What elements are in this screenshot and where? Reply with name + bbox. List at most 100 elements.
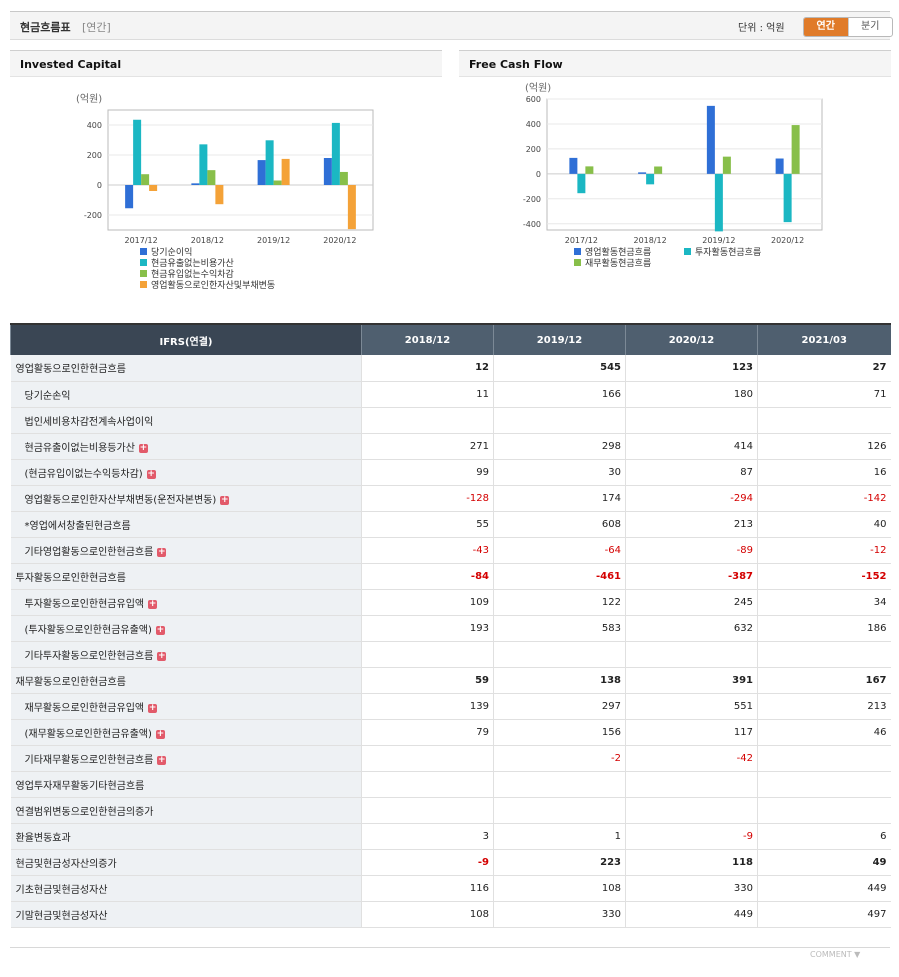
row-label-text: 기말현금및현금성자산 (15, 910, 108, 922)
cell-value: 87 (625, 459, 758, 486)
y-tick-label: 0 (97, 181, 102, 190)
row-label: 재무활동으로인한현금유입액 + (10, 693, 362, 720)
legend-label: 당기순이익 (151, 246, 192, 258)
expand-plus-icon[interactable]: + (155, 728, 165, 739)
comment-toggle[interactable]: COMMENT ▼ (810, 950, 861, 959)
cell-value: 11 (361, 381, 494, 408)
cell-value: 1 (493, 823, 626, 850)
table-row: 기초현금및현금성자산 116 108 330 449 (10, 875, 891, 902)
row-label: 법인세비용차감전계속사업이익 (10, 407, 362, 434)
cell-value: 186 (757, 615, 891, 642)
expand-plus-icon[interactable]: + (157, 650, 167, 661)
cell-value: 109 (361, 589, 494, 616)
cell-value: 116 (361, 875, 494, 902)
table-row: 연결범위변동으로인한현금의증가 (10, 797, 891, 824)
cell-value: 551 (625, 693, 758, 720)
row-label: *영업에서창출된현금흐름 (10, 511, 362, 538)
x-tick-label: 2017/12 (125, 236, 158, 245)
table-row: (현금유입이없는수익등차감) +99 30 87 16 (10, 459, 891, 486)
cell-value (625, 771, 758, 798)
y-tick-label: 200 (526, 145, 541, 154)
cell-value: 99 (361, 459, 494, 486)
cell-value (493, 407, 626, 434)
bar (331, 122, 340, 185)
table-row: 영업활동으로인한자산부채변동(운전자본변동) + -128 174 -294 -142 (10, 485, 891, 512)
y-tick-label: 600 (526, 95, 541, 104)
cell-value: -461 (493, 563, 626, 590)
table-row: 투자활동으로인한현금유입액 +109 122 245 34 (10, 589, 891, 616)
legend-swatch (574, 248, 581, 255)
expand-plus-icon[interactable]: + (157, 754, 167, 765)
column-header: 2020/12 (625, 323, 758, 355)
cell-value (757, 745, 891, 772)
row-label: 기타투자활동으로인한현금흐름 + (10, 641, 362, 668)
y-tick-label: -200 (523, 195, 541, 204)
annual-tab[interactable]: 연간 (804, 18, 848, 36)
bar (339, 171, 348, 185)
cell-value: -42 (625, 745, 758, 772)
cell-value: 298 (493, 433, 626, 460)
row-label-text: 기초현금및현금성자산 (15, 884, 108, 896)
expand-plus-icon[interactable]: + (146, 468, 156, 479)
cell-value: 12 (361, 355, 494, 382)
bar (722, 156, 731, 174)
table-row: 영업활동으로인한현금흐름 12 545 123 27 (10, 355, 891, 382)
cell-value: 16 (757, 459, 891, 486)
x-tick-label: 2018/12 (634, 236, 667, 245)
quarterly-tab[interactable]: 분기 (847, 18, 893, 36)
legend-label: 현금유출없는비용가산 (151, 258, 234, 269)
column-header: 2018/12 (361, 323, 494, 355)
expand-plus-icon[interactable]: + (148, 598, 158, 609)
bar (257, 160, 266, 185)
row-label-text: (투자활동으로인한현금유출액) (24, 624, 152, 636)
cell-value (361, 797, 494, 824)
row-label-text: 영업활동으로인한현금흐름 (15, 364, 126, 376)
cell-value: 122 (493, 589, 626, 616)
x-tick-label: 2020/12 (771, 236, 804, 245)
row-label: 재무활동으로인한현금흐름 (10, 667, 362, 694)
cell-value (625, 797, 758, 824)
y-tick-label: 400 (526, 120, 541, 129)
cell-value (757, 641, 891, 668)
row-label-text: 법인세비용차감전계속사업이익 (24, 416, 154, 428)
cell-value (493, 641, 626, 668)
expand-plus-icon[interactable]: + (157, 546, 167, 557)
cell-value: 156 (493, 719, 626, 746)
bar (783, 173, 792, 223)
legend-label: 현금유입없는수익차감 (151, 268, 234, 280)
expand-plus-icon[interactable]: + (148, 702, 158, 713)
x-tick-label: 2020/12 (323, 236, 356, 245)
bar (638, 172, 647, 174)
cell-value: -2 (493, 745, 626, 772)
cell-value: -152 (757, 563, 891, 590)
y-tick-label: 400 (87, 121, 102, 130)
x-tick-label: 2019/12 (702, 236, 735, 245)
table-row: (재무활동으로인한현금유출액) +79 156 117 46 (10, 719, 891, 746)
invested-capital-title: Invested Capital (20, 58, 122, 71)
expand-plus-icon[interactable]: + (155, 624, 165, 635)
cell-value: 213 (625, 511, 758, 538)
legend-label: 영업활동현금흐름 (585, 246, 651, 258)
table-row: 재무활동으로인한현금유입액 +139 297 551 213 (10, 693, 891, 720)
row-label: 기타재무활동으로인한현금흐름 + (10, 745, 362, 772)
row-label: 투자활동으로인한현금유입액 + (10, 589, 362, 616)
cell-value: -9 (361, 849, 494, 876)
legend-label: 영업활동으로인한자산및부채변동 (151, 279, 275, 291)
cell-value: 449 (625, 901, 758, 928)
y-tick-label: -400 (523, 220, 541, 229)
table-header-row: IFRS(연결) 2018/12 2019/12 2020/12 2021/03 (10, 323, 891, 355)
cell-value (361, 771, 494, 798)
cell-value: 583 (493, 615, 626, 642)
cell-value: 49 (757, 849, 891, 876)
cell-value: 34 (757, 589, 891, 616)
cell-value (625, 407, 758, 434)
row-label: 영업활동으로인한현금흐름 (10, 355, 362, 382)
legend-label: 투자활동현금흐름 (695, 246, 761, 258)
bar (265, 140, 274, 185)
expand-plus-icon[interactable]: + (220, 494, 230, 505)
row-label: 현금유출이없는비용등가산 + (10, 433, 362, 460)
expand-plus-icon[interactable]: + (138, 442, 148, 453)
cell-value: 46 (757, 719, 891, 746)
cell-value: -142 (757, 485, 891, 512)
invested-capital-panel: Invested Capital (억원) 400 200 0 -200 2017/12 2… (10, 50, 442, 319)
